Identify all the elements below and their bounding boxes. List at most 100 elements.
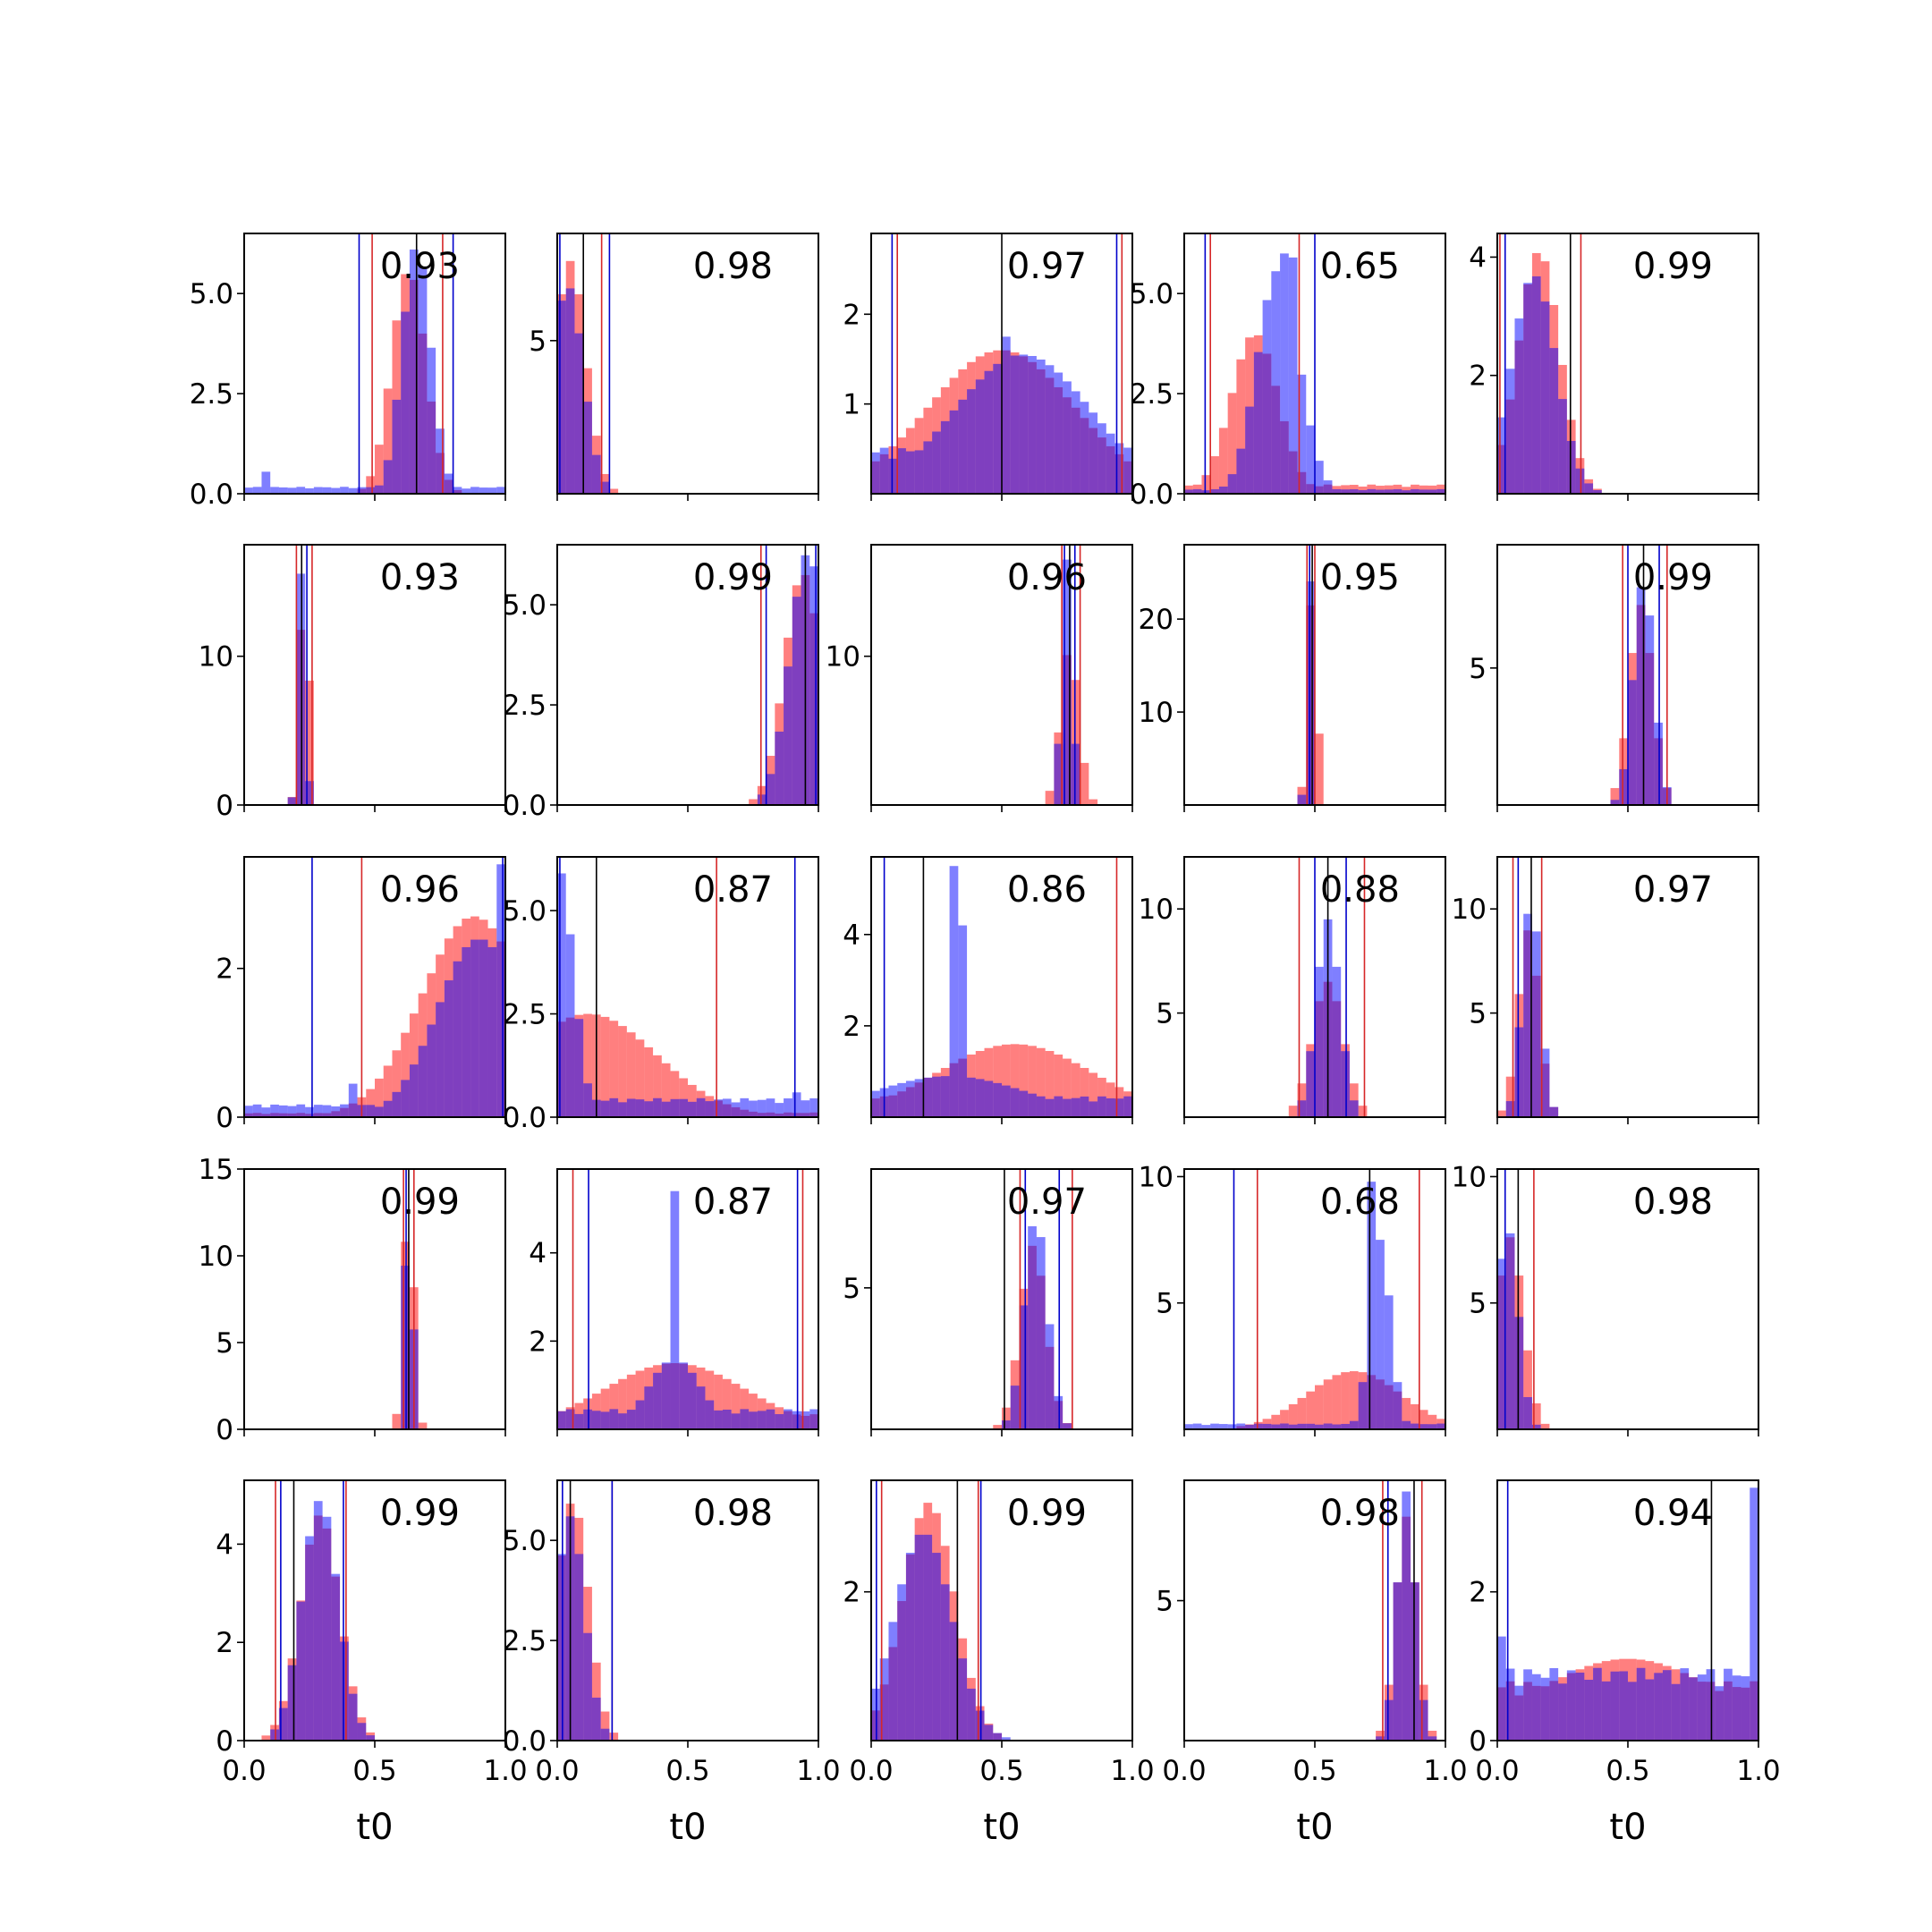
- panel-10: 50.99: [1469, 544, 1759, 812]
- blue-hist-bar: [1376, 489, 1385, 494]
- blue-hist-bar: [1297, 1100, 1307, 1117]
- blue-hist-bar: [366, 1735, 375, 1741]
- blue-hist-bar: [1523, 1669, 1532, 1741]
- red-hist-bar: [1089, 1072, 1098, 1117]
- blue-hist-bar: [427, 347, 436, 494]
- red-hist-bar: [1010, 1044, 1020, 1117]
- blue-hist-bar: [1540, 301, 1550, 494]
- y-tick-label: 5: [216, 1327, 233, 1360]
- blue-hist-bar: [1741, 1676, 1750, 1741]
- blue-hist-bar: [679, 1362, 688, 1429]
- y-tick-label: 2: [529, 1326, 547, 1358]
- blue-hist-bar: [897, 448, 906, 494]
- blue-hist-bar: [1297, 1423, 1307, 1429]
- red-hist-bar: [661, 1063, 671, 1117]
- blue-hist-bar: [305, 1536, 314, 1741]
- panel-11: 020.96: [216, 856, 506, 1134]
- blue-hist-bar: [1593, 1667, 1602, 1741]
- blue-hist-bar: [565, 934, 575, 1117]
- blue-hist-bar: [409, 249, 419, 494]
- y-tick-label: 2: [1469, 360, 1487, 393]
- y-tick-label: 0.0: [503, 790, 547, 822]
- y-tick-label: 5: [529, 326, 547, 358]
- blue-hist-bar: [792, 597, 801, 805]
- blue-hist-bar: [775, 731, 784, 805]
- blue-hist-bar: [1253, 1423, 1263, 1429]
- blue-hist-bar: [914, 450, 924, 494]
- blue-hist-bar: [1262, 1423, 1272, 1429]
- blue-hist-bar: [1010, 355, 1020, 494]
- blue-hist-bar: [766, 1409, 775, 1429]
- blue-hist-bar: [940, 1584, 950, 1741]
- blue-hist-bar: [1358, 1382, 1368, 1429]
- blue-hist-bar: [383, 1100, 393, 1117]
- blue-hist-bar: [871, 452, 880, 494]
- red-hist-bar: [1063, 1058, 1072, 1117]
- blue-hist-bar: [749, 1411, 758, 1429]
- blue-hist-bar: [1227, 1424, 1237, 1429]
- blue-hist-bar: [923, 1534, 933, 1741]
- blue-hist-bar: [591, 1697, 601, 1741]
- blue-hist-bar: [1236, 448, 1246, 494]
- blue-hist-bar: [1123, 1096, 1132, 1117]
- blue-hist-bar: [261, 471, 271, 494]
- blue-hist-bar: [809, 1409, 818, 1429]
- y-tick-label: 4: [529, 1238, 547, 1270]
- blue-hist-bar: [1505, 1233, 1515, 1429]
- blue-hist-bar: [1428, 1736, 1437, 1741]
- red-hist-bar: [1288, 1106, 1298, 1117]
- red-hist-bar: [600, 1711, 610, 1741]
- blue-hist-bar: [670, 1098, 680, 1117]
- blue-hist-bar: [1645, 1679, 1655, 1741]
- blue-hist-bar: [635, 1400, 645, 1429]
- blue-hist-bar: [975, 1710, 985, 1741]
- blue-hist-bar: [296, 487, 306, 494]
- blue-hist-bar: [1724, 1668, 1733, 1741]
- blue-hist-bar: [722, 1098, 732, 1117]
- blue-hist-bar: [618, 1413, 627, 1429]
- panel-annotation: 0.95: [1320, 557, 1400, 598]
- blue-hist-bar: [1540, 1677, 1550, 1741]
- blue-hist-bar: [1288, 257, 1298, 494]
- blue-hist-bar: [740, 1097, 750, 1117]
- blue-hist-bar: [1097, 423, 1106, 494]
- red-hist-bar: [366, 1089, 375, 1117]
- blue-hist-bar: [1549, 1106, 1559, 1117]
- blue-hist-bar: [1071, 1097, 1080, 1117]
- blue-hist-bar: [1645, 615, 1655, 805]
- blue-hist-bar: [1063, 1098, 1072, 1117]
- blue-hist-bar: [1393, 1382, 1402, 1429]
- red-hist-bar: [1019, 1044, 1029, 1117]
- panel-19: 5 10 0.68: [1139, 1161, 1446, 1436]
- panel-25: 0 2 0.0 0.5 1.0 t0 0.94: [1469, 1479, 1781, 1848]
- blue-hist-bar: [1002, 1737, 1011, 1741]
- blue-hist-bar: [574, 1554, 584, 1741]
- y-tick-label: 2.5: [1130, 378, 1174, 411]
- red-hist-bar: [618, 1026, 627, 1117]
- blue-hist-bar: [1002, 336, 1011, 494]
- blue-hist-bar: [1531, 1424, 1541, 1429]
- blue-hist-bar: [757, 1411, 767, 1429]
- x-tick-label: 0.5: [1606, 1755, 1649, 1787]
- red-hist-bar: [1218, 428, 1228, 494]
- blue-hist-bar: [1514, 1685, 1524, 1741]
- blue-hist-bar: [897, 1584, 906, 1741]
- blue-hist-bar: [696, 1097, 706, 1117]
- blue-hist-bar: [574, 1413, 584, 1429]
- blue-hist-bar: [940, 420, 950, 494]
- blue-hist-bar: [1505, 369, 1515, 494]
- blue-hist-bar: [313, 487, 323, 494]
- blue-hist-bar: [1262, 300, 1272, 494]
- blue-hist-bar: [1306, 425, 1315, 494]
- red-hist-bar: [1227, 393, 1237, 494]
- red-hist-bar: [635, 1039, 645, 1117]
- blue-hist-bar: [348, 1693, 358, 1741]
- y-tick-label: 5: [1469, 998, 1487, 1030]
- blue-hist-bar: [1192, 488, 1202, 494]
- blue-hist-bar: [436, 428, 445, 494]
- blue-hist-bar: [305, 487, 314, 494]
- blue-hist-bar: [1271, 271, 1281, 494]
- blue-hist-bar: [932, 1553, 941, 1741]
- blue-hist-bar: [653, 1372, 662, 1429]
- blue-hist-bar: [305, 1106, 314, 1117]
